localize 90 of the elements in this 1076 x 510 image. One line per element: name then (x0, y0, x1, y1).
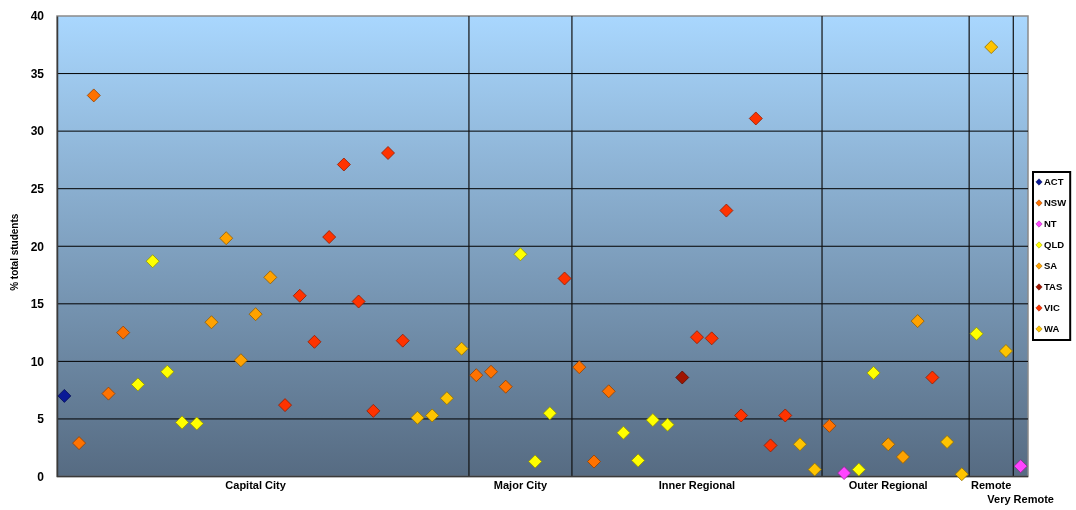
x-tick-label: Outer Regional (848, 478, 928, 491)
point (778, 408, 793, 423)
point (395, 333, 410, 348)
point (528, 454, 543, 469)
point (484, 364, 498, 379)
point (439, 391, 454, 406)
legend-label: ACT (1044, 176, 1064, 188)
y-tick-label: 40 (30, 9, 45, 24)
point (469, 368, 484, 383)
point (116, 325, 131, 340)
legend-label: VIC (1044, 302, 1060, 314)
y-tick-label: 30 (30, 124, 45, 139)
point (366, 403, 381, 418)
point (851, 462, 866, 477)
point (513, 247, 528, 262)
x-tick-label: Capital City (225, 478, 287, 491)
point (175, 415, 189, 430)
point (72, 436, 86, 451)
point (616, 425, 631, 440)
point (822, 418, 837, 433)
y-tick-label: 25 (30, 182, 45, 197)
point (454, 341, 469, 356)
point (425, 408, 440, 423)
point (307, 334, 322, 349)
point (204, 315, 219, 330)
point (322, 230, 337, 244)
point (954, 467, 969, 482)
point (587, 454, 601, 469)
point (631, 453, 646, 468)
y-tick-label: 20 (30, 239, 45, 254)
point (542, 406, 557, 421)
point (807, 462, 822, 477)
x-tick-label: Remote (971, 478, 1012, 491)
point (57, 389, 72, 403)
legend-label: NSW (1044, 197, 1067, 209)
point (189, 416, 204, 431)
point (675, 370, 690, 385)
point (572, 360, 587, 375)
point (969, 326, 984, 341)
y-tick-label: 5 (37, 412, 45, 427)
point (351, 294, 366, 309)
point (248, 307, 263, 322)
point (748, 111, 763, 126)
legend-label: SA (1044, 260, 1058, 272)
point (557, 271, 572, 286)
y-tick-label: 0 (37, 469, 45, 484)
point (734, 408, 749, 423)
point (763, 438, 778, 453)
point (925, 370, 940, 385)
point (86, 88, 101, 103)
point (278, 398, 292, 413)
point (160, 364, 175, 379)
point (719, 203, 734, 218)
x-tick-label: Inner Regional (658, 478, 736, 491)
point (793, 437, 807, 452)
point (837, 466, 851, 480)
point (101, 386, 116, 401)
y-tick-label: 35 (30, 66, 45, 81)
point (131, 377, 145, 392)
legend-label: TAS (1044, 281, 1063, 293)
y-tick-label: 15 (30, 297, 45, 312)
point (1013, 459, 1028, 474)
point (498, 379, 513, 394)
point (940, 435, 954, 449)
point (263, 270, 278, 285)
point (866, 365, 881, 380)
point (381, 146, 395, 160)
x-tick-label: Major City (493, 478, 548, 491)
legend-label: QLD (1044, 239, 1065, 251)
point (910, 314, 925, 328)
point (881, 437, 896, 452)
point (999, 344, 1013, 358)
point (234, 353, 248, 368)
point (219, 231, 234, 246)
point (601, 384, 616, 399)
point (896, 450, 910, 464)
point (704, 331, 719, 346)
legend-label: NT (1044, 218, 1057, 230)
point (292, 288, 307, 303)
x-tick-label: Very Remote (987, 492, 1054, 505)
point (145, 254, 160, 269)
y-tick-label: 10 (30, 354, 45, 369)
point (660, 417, 675, 432)
point (690, 330, 704, 345)
point (410, 410, 425, 425)
point (336, 157, 351, 172)
legend-label: WA (1044, 323, 1060, 335)
y-axis-title: % total students (9, 213, 20, 291)
point (984, 40, 999, 54)
point (645, 413, 660, 427)
